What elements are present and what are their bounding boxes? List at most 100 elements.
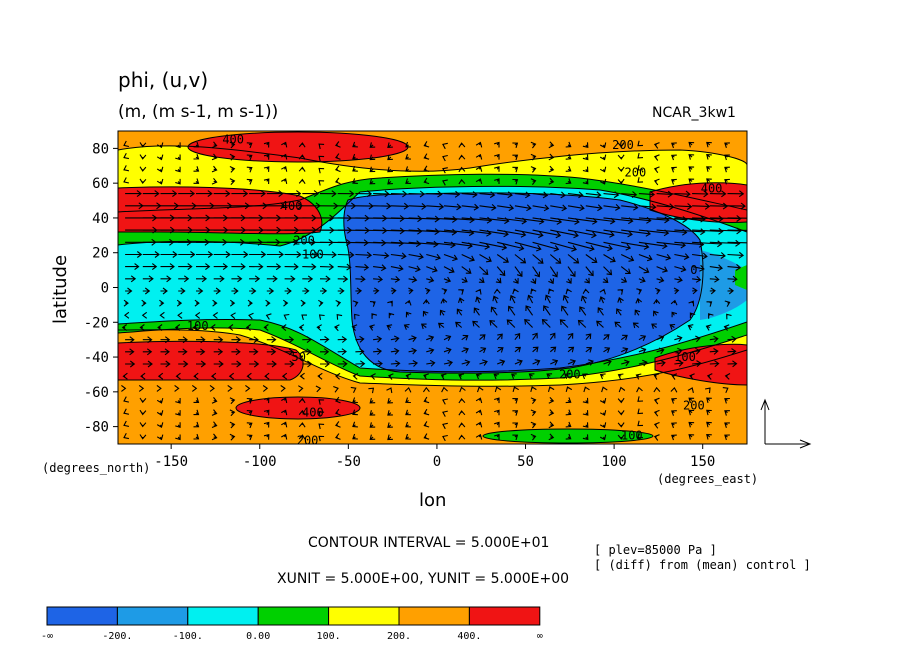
wind-arrow [653, 386, 661, 393]
wind-arrow [426, 276, 435, 284]
wind-arrow [352, 166, 358, 172]
wind-arrow [461, 266, 472, 274]
wind-arrow [688, 154, 695, 160]
wind-arrow [319, 287, 328, 295]
wind-arrow [175, 178, 181, 185]
wind-arrow [281, 421, 288, 428]
wind-arrow [284, 251, 302, 258]
wind-arrow [709, 239, 741, 247]
colorbar-label: -∞ [41, 631, 53, 642]
wind-arrow [548, 409, 555, 416]
wind-arrow [603, 191, 620, 199]
wind-arrow [674, 203, 693, 210]
wind-arrow [316, 324, 322, 332]
wind-arrow [211, 421, 218, 429]
wind-arrow [422, 310, 429, 317]
wind-arrow [369, 422, 376, 428]
wind-arrow [281, 153, 288, 160]
reference-vector [760, 398, 812, 449]
wind-arrow [193, 178, 200, 184]
wind-arrow [373, 335, 383, 343]
wind-arrow [617, 154, 625, 160]
colorbar-label: ∞ [537, 631, 543, 642]
wind-arrow [193, 166, 200, 172]
wind-arrow [210, 324, 216, 331]
wind-arrow [423, 153, 430, 160]
contour-lines [118, 131, 747, 444]
wind-arrow [706, 421, 712, 428]
wind-arrow [479, 347, 487, 354]
wind-arrow [637, 177, 644, 183]
wind-arrow [249, 360, 260, 368]
wind-arrow [602, 277, 609, 283]
wind-arrow [512, 142, 519, 148]
wind-arrow [355, 251, 373, 259]
wind-arrow [532, 204, 550, 212]
wind-arrow [387, 410, 393, 416]
wind-arrow [408, 276, 418, 283]
wind-arrow [231, 287, 239, 295]
wind-arrow [674, 276, 683, 283]
wind-arrow [653, 142, 660, 149]
wind-vectors [121, 140, 747, 442]
wind-arrow [139, 409, 147, 416]
region-red-top [188, 132, 408, 162]
wind-arrow [475, 141, 483, 148]
wind-arrow [566, 278, 572, 284]
wind-arrow [121, 384, 127, 392]
wind-arrow [211, 153, 218, 161]
wind-arrow [653, 434, 660, 441]
wind-arrow [583, 386, 590, 393]
wind-arrow [352, 421, 358, 428]
wind-arrow [408, 347, 418, 355]
wind-arrow [443, 266, 455, 274]
wind-arrow [125, 336, 135, 344]
wind-arrow [706, 301, 713, 307]
wind-arrow [423, 373, 429, 380]
wind-arrow [688, 409, 695, 416]
wind-arrow [620, 254, 635, 262]
wind-arrow [355, 263, 370, 271]
wind-arrow [653, 397, 660, 405]
wind-arrow [692, 240, 723, 248]
wind-arrow [443, 190, 461, 198]
wind-arrow [281, 141, 288, 148]
wind-arrow [442, 422, 448, 430]
wind-arrow [512, 410, 519, 416]
wind-arrow [514, 359, 523, 366]
wind-arrow [440, 298, 448, 304]
wind-arrow [723, 324, 730, 331]
wind-arrow [193, 154, 200, 160]
wind-arrow [333, 385, 339, 393]
wind-arrow [567, 346, 575, 353]
wind-arrow [547, 386, 555, 393]
wind-arrow [174, 324, 181, 331]
wind-arrow [281, 178, 288, 185]
wind-arrow [156, 142, 164, 149]
wind-arrow [727, 348, 737, 356]
wind-arrow [231, 360, 242, 368]
wind-arrow [687, 387, 694, 394]
wind-arrow [263, 324, 269, 331]
wind-arrow [426, 203, 445, 211]
wind-arrow [458, 410, 466, 416]
y-tick-label: 80 [92, 141, 109, 157]
wind-arrow [176, 299, 183, 307]
wind-arrow [671, 178, 677, 185]
wind-arrow [284, 348, 294, 356]
wind-arrow [580, 295, 588, 304]
wind-arrow [408, 287, 414, 295]
wind-arrow [443, 253, 458, 262]
wind-arrow [706, 154, 712, 160]
wind-arrow [599, 154, 607, 161]
wind-arrow [599, 434, 607, 441]
wind-arrow [530, 178, 537, 185]
wind-arrow [337, 275, 349, 283]
wind-arrow [671, 166, 677, 173]
wind-arrow [373, 202, 392, 210]
wind-arrow [514, 229, 544, 239]
wind-arrow [281, 372, 288, 380]
wind-arrow [724, 434, 730, 441]
wind-arrow [671, 410, 677, 416]
wind-arrow [458, 178, 466, 185]
